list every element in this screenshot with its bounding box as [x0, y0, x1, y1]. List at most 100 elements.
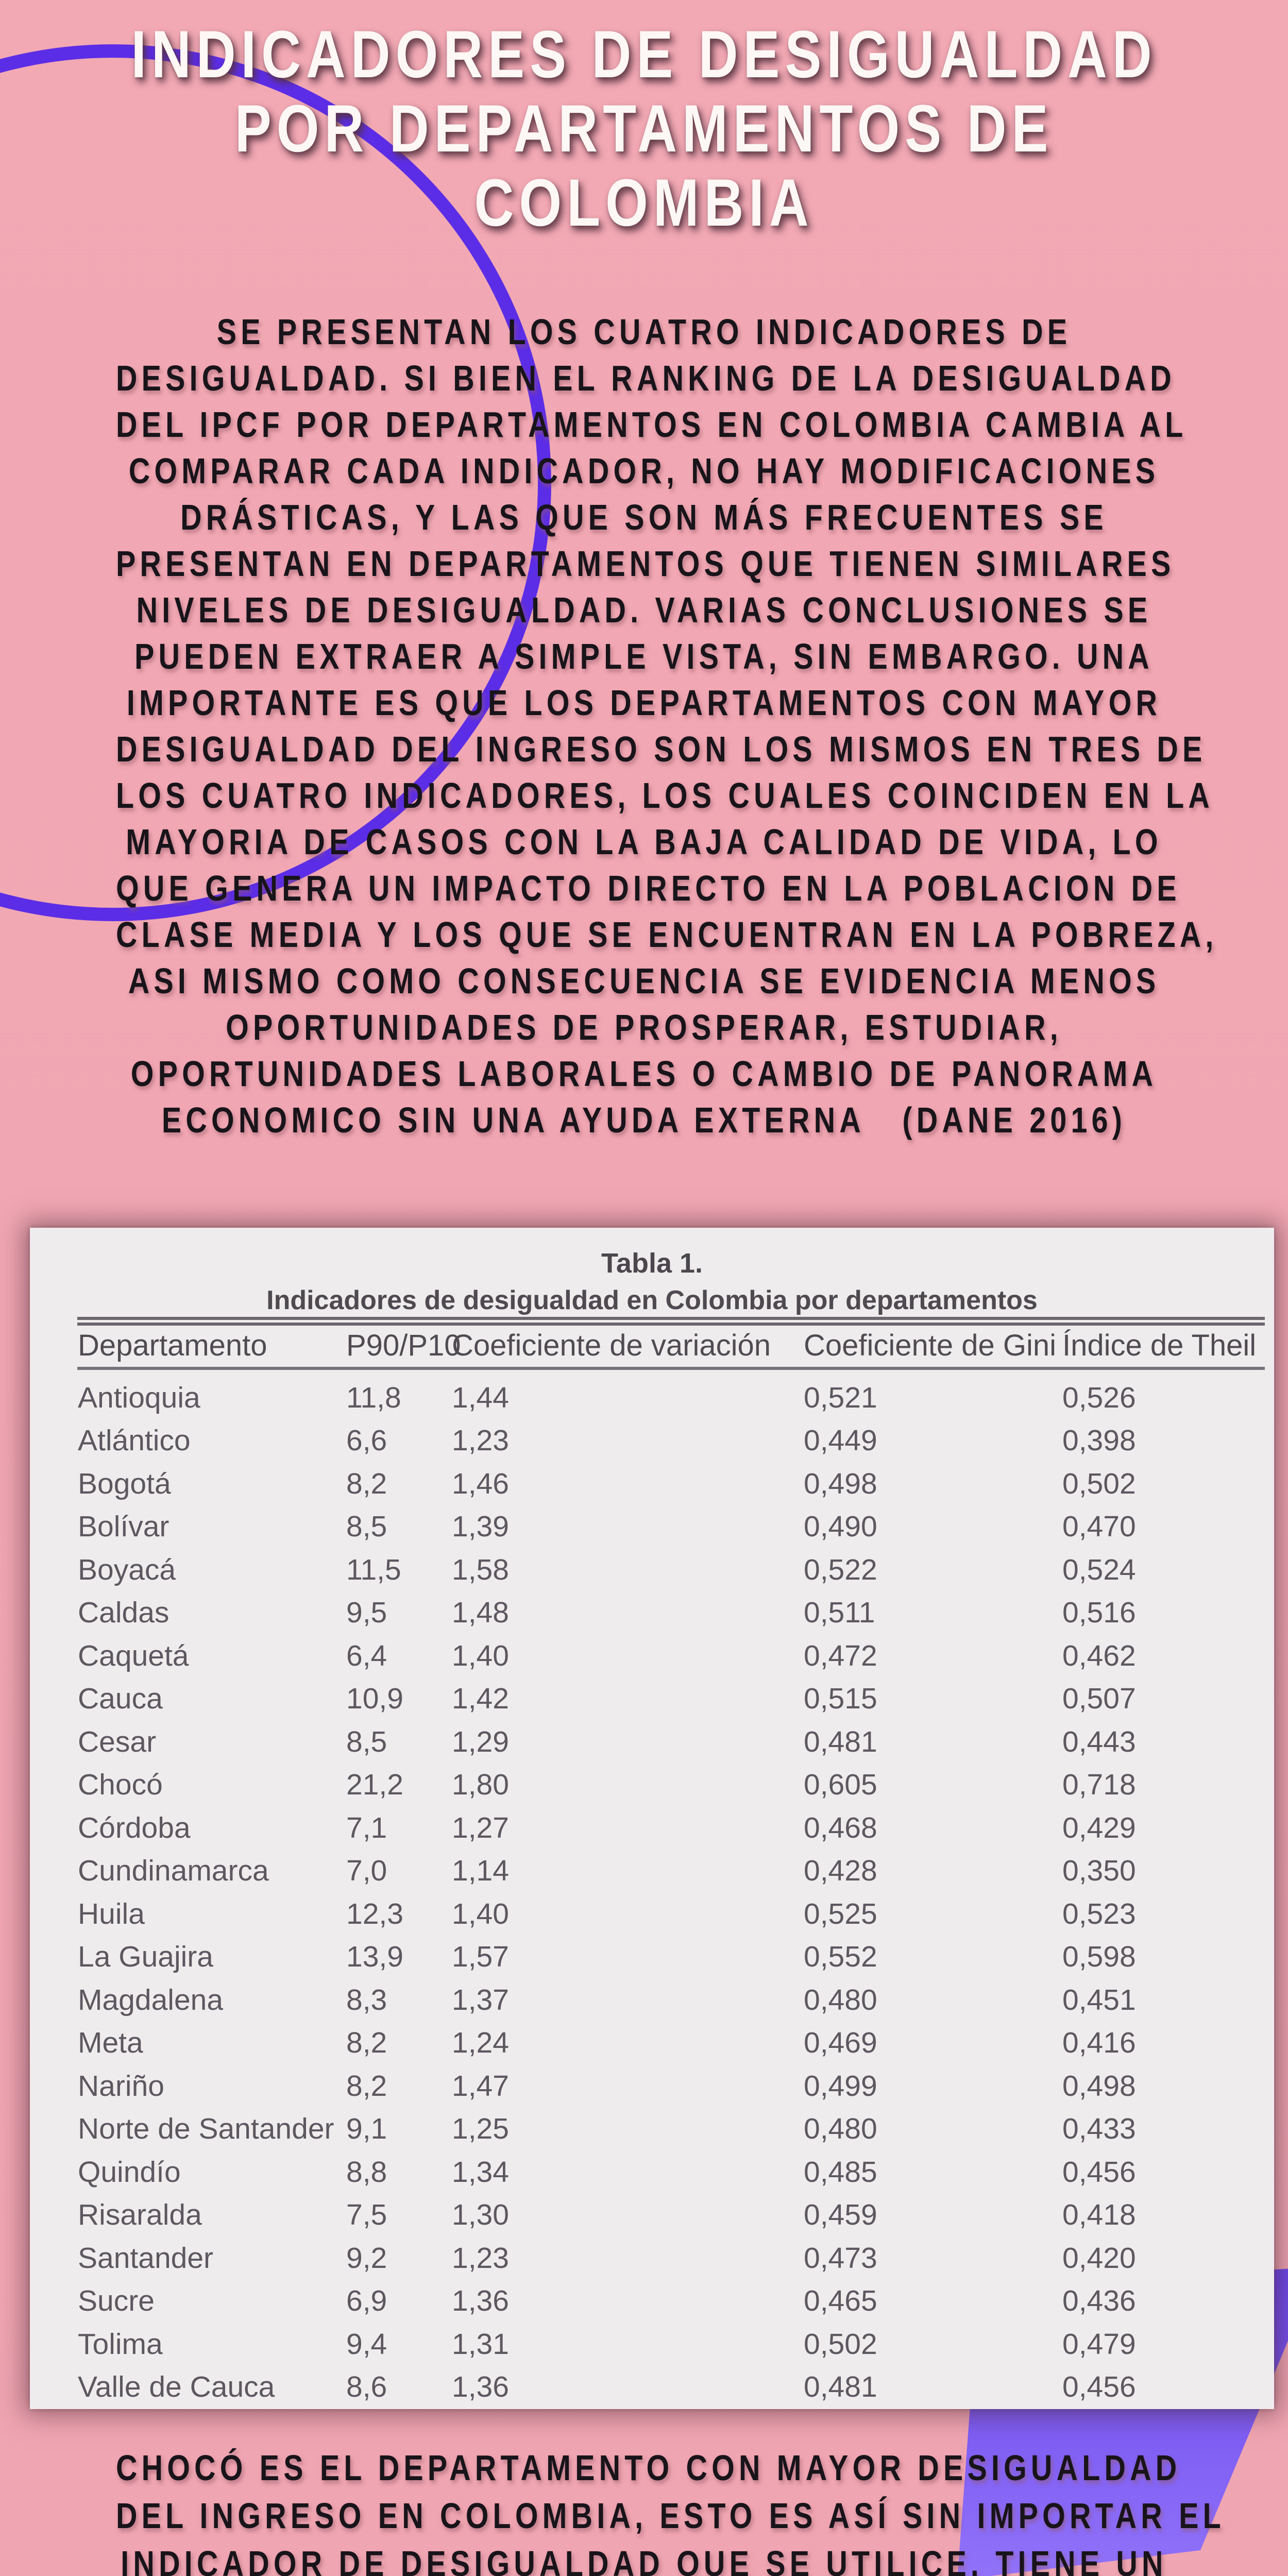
table-row-departamento: Quindío: [78, 2155, 181, 2189]
table-row-departamento: La Guajira: [78, 1940, 213, 1974]
table-row-gini: 0,468: [804, 1811, 877, 1844]
outro-paragraph-line: INDICADOR DE DESIGUALDAD QUE SE UTILICE.…: [121, 2544, 1167, 2576]
outro-paragraph-line: CHOCÓ ES EL DEPARTAMENTO CON MAYOR DESIG…: [116, 2448, 1181, 2488]
table-row-gini: 0,515: [804, 1682, 877, 1716]
intro-paragraph-line: QUE GENERA UN IMPACTO DIRECTO EN LA POBL…: [116, 868, 1181, 908]
table-row-coef_variacion: 1,80: [452, 1768, 509, 1802]
table-row: Quindío 8,8 1,34 0,485 0,456: [30, 2150, 1274, 2194]
table-row: Caquetá 6,4 1,40 0,472 0,462: [30, 1634, 1274, 1677]
table-row-theil: 0,451: [1062, 1983, 1136, 2016]
table-row-p90_p10: 6,6: [346, 1424, 387, 1458]
table-row-coef_variacion: 1,37: [452, 1983, 509, 2016]
column-header-coeficiente-variacion: Coeficiente de variación: [452, 1329, 771, 1362]
table-row-p90_p10: 21,2: [346, 1768, 403, 1802]
table-row-coef_variacion: 1,40: [452, 1639, 509, 1672]
intro-paragraph-line: DESIGUALDAD DEL INGRESO SON LOS MISMOS E…: [116, 729, 1207, 769]
table-row-p90_p10: 8,3: [346, 1983, 387, 2016]
table-header-row: Departamento P90/P10 Coeficiente de vari…: [30, 1329, 1274, 1363]
table-row-departamento: Meta: [78, 2026, 143, 2060]
table-row-p90_p10: 8,5: [346, 1510, 387, 1544]
table-row: Cesar 8,5 1,29 0,481 0,443: [30, 1720, 1274, 1764]
intro-paragraph-line: DRÁSTICAS, Y LAS QUE SON MÁS FRECUENTES …: [180, 497, 1108, 537]
table-row-theil: 0,436: [1062, 2284, 1136, 2318]
table-row-p90_p10: 8,2: [346, 2069, 387, 2103]
table-row: La Guajira 13,9 1,57 0,552 0,598: [30, 1936, 1274, 1979]
table-row: Magdalena 8,3 1,37 0,480 0,451: [30, 1978, 1274, 2022]
intro-paragraph-line: SE PRESENTAN LOS CUATRO INDICADORES DE: [216, 312, 1072, 352]
table-row-coef_variacion: 1,27: [452, 1811, 509, 1844]
table-row-departamento: Cundinamarca: [78, 1854, 269, 1888]
table-row: Bogotá 8,2 1,46 0,498 0,502: [30, 1462, 1274, 1505]
table-row-theil: 0,420: [1062, 2241, 1136, 2275]
table-row: Chocó 21,2 1,80 0,605 0,718: [30, 1764, 1274, 1807]
table-row-p90_p10: 7,1: [346, 1811, 387, 1844]
table-row: Nariño 8,2 1,47 0,499 0,498: [30, 2064, 1274, 2108]
intro-paragraph: SE PRESENTAN LOS CUATRO INDICADORES DE DE…: [116, 309, 1214, 1143]
table-row-coef_variacion: 1,39: [452, 1510, 509, 1544]
table-row-gini: 0,465: [804, 2284, 877, 2318]
table-row-theil: 0,479: [1062, 2327, 1136, 2361]
table-row-theil: 0,350: [1062, 1854, 1136, 1888]
table-row-theil: 0,718: [1062, 1768, 1136, 1802]
table-row-departamento: Bogotá: [78, 1467, 171, 1500]
table-row-departamento: Chocó: [78, 1768, 163, 1802]
table-row-gini: 0,481: [804, 1725, 877, 1758]
table-row-coef_variacion: 1,23: [452, 1424, 509, 1458]
table-row-departamento: Huila: [78, 1897, 145, 1930]
table-row: Cauca 10,9 1,42 0,515 0,507: [30, 1677, 1274, 1721]
table-row-p90_p10: 11,5: [346, 1553, 401, 1586]
table-row-theil: 0,507: [1062, 1682, 1136, 1716]
table-top-double-rule: [77, 1317, 1265, 1326]
column-header-departamento: Departamento: [78, 1329, 267, 1362]
table-row-gini: 0,511: [804, 1596, 875, 1630]
intro-paragraph-line: LOS CUATRO INDICADORES, LOS CUALES COINC…: [116, 775, 1214, 816]
table-row-departamento: Boyacá: [78, 1553, 176, 1586]
table-row-theil: 0,526: [1062, 1381, 1136, 1414]
table-row: Meta 8,2 1,24 0,469 0,416: [30, 2022, 1274, 2065]
table-row: Huila 12,3 1,40 0,525 0,523: [30, 1892, 1274, 1936]
table-row-coef_variacion: 1,48: [452, 1596, 509, 1630]
table-row-coef_variacion: 1,57: [452, 1940, 509, 1974]
table-row-departamento: Cauca: [78, 1682, 163, 1716]
table-row-departamento: Bolívar: [78, 1510, 170, 1544]
table-row-gini: 0,473: [804, 2241, 877, 2275]
table-row-coef_variacion: 1,44: [452, 1381, 509, 1414]
table-row-p90_p10: 8,5: [346, 1725, 387, 1758]
table-row: Santander 9,2 1,23 0,473 0,420: [30, 2236, 1274, 2280]
table-row-departamento: Caquetá: [78, 1639, 189, 1672]
page-title-line: COLOMBIA: [474, 165, 814, 240]
table-row: Cundinamarca 7,0 1,14 0,428 0,350: [30, 1850, 1274, 1893]
intro-paragraph-line: DESIGUALDAD. SI BIEN EL RANKING DE LA DE…: [116, 358, 1176, 398]
table-row-p90_p10: 7,5: [346, 2198, 387, 2232]
table-row-gini: 0,485: [804, 2155, 877, 2189]
table-row-p90_p10: 6,9: [346, 2284, 387, 2318]
table-row-p90_p10: 6,4: [346, 1639, 387, 1672]
table-row-departamento: Valle de Cauca: [78, 2370, 275, 2404]
table-row-coef_variacion: 1,47: [452, 2069, 509, 2103]
circle-outline-top-left-decoration: [0, 44, 551, 921]
table-row-departamento: Cesar: [78, 1725, 157, 1758]
table-row: Tolima 9,4 1,31 0,502 0,479: [30, 2323, 1274, 2366]
intro-paragraph-line: PRESENTAN EN DEPARTAMENTOS QUE TIENEN SI…: [116, 544, 1175, 584]
table-row-gini: 0,499: [804, 2069, 877, 2103]
table-row-coef_variacion: 1,14: [452, 1854, 509, 1888]
table-row-coef_variacion: 1,25: [452, 2112, 509, 2146]
table-row-gini: 0,490: [804, 1510, 877, 1544]
table-row-gini: 0,502: [804, 2327, 877, 2361]
table-row-coef_variacion: 1,24: [452, 2026, 509, 2060]
table-row-gini: 0,605: [804, 1768, 877, 1802]
table-row-p90_p10: 8,2: [346, 1467, 387, 1500]
page-title: INDICADORES DE DESIGUALDAD POR DEPARTAMEN…: [116, 17, 1172, 240]
table-row: Risaralda 7,5 1,30 0,459 0,418: [30, 2194, 1274, 2237]
table-row-coef_variacion: 1,36: [452, 2284, 509, 2318]
intro-paragraph-line: COMPARAR CADA INDICADOR, NO HAY MODIFICA…: [128, 451, 1160, 491]
table-row-theil: 0,470: [1062, 1510, 1136, 1544]
table-row: Antioquia 11,8 1,44 0,521 0,526: [30, 1376, 1274, 1419]
table-row-p90_p10: 8,6: [346, 2370, 387, 2404]
intro-paragraph-line: MAYORIA DE CASOS CON LA BAJA CALIDAD DE …: [126, 822, 1162, 862]
table-title: Tabla 1.: [601, 1248, 703, 1279]
table-row-theil: 0,429: [1062, 1811, 1136, 1844]
table-row-gini: 0,481: [804, 2370, 877, 2404]
table-row-departamento: Nariño: [78, 2069, 164, 2103]
table-row-gini: 0,469: [804, 2026, 877, 2060]
